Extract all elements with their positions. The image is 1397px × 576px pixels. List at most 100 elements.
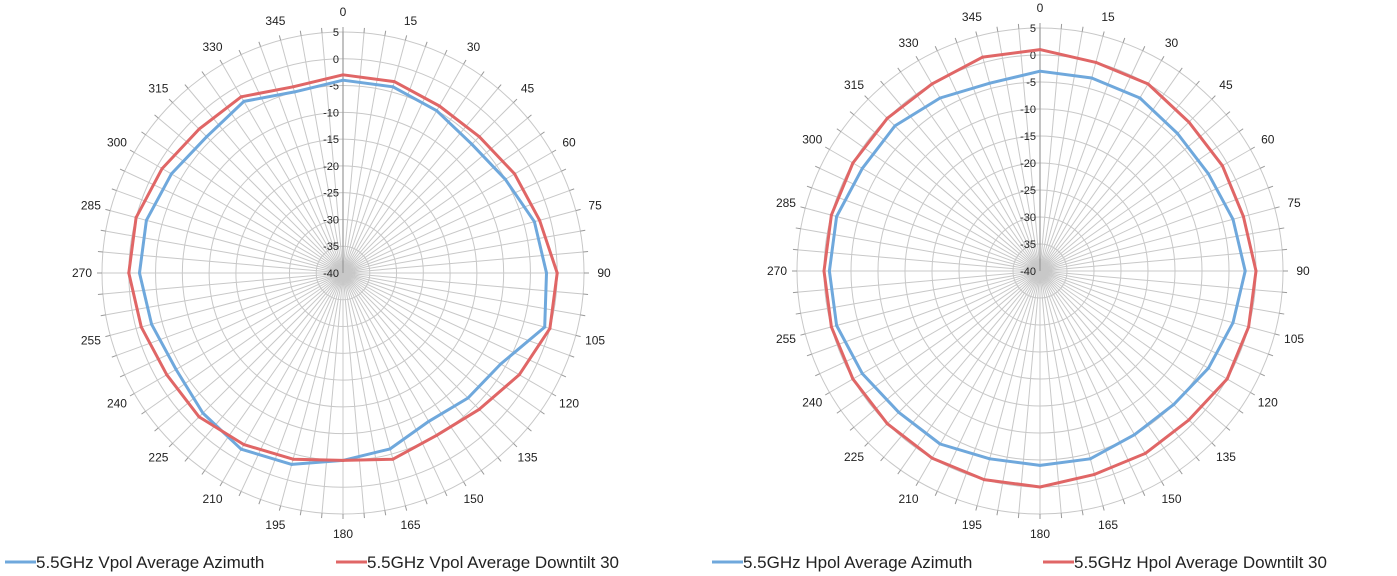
- outer-tick-mark: [1268, 353, 1274, 357]
- outer-tick-mark: [880, 80, 885, 86]
- angle-tick-label: 30: [467, 40, 481, 54]
- outer-tick-mark: [154, 114, 159, 119]
- outer-tick-mark: [1195, 456, 1200, 462]
- angle-tick-label: 345: [962, 10, 982, 24]
- outer-tick-mark: [806, 185, 812, 189]
- outer-tick-mark: [184, 84, 189, 89]
- outer-tick-mark: [1225, 111, 1231, 116]
- data-point: [513, 172, 517, 176]
- grid-spoke: [1039, 187, 1269, 272]
- data-point: [242, 99, 246, 103]
- legend: 5.5GHz Vpol Average Azimuth 5.5GHz Vpol …: [5, 553, 1327, 572]
- outer-tick-mark: [105, 208, 111, 212]
- outer-tick-mark: [1279, 312, 1285, 315]
- grid-spoke: [1039, 270, 1062, 514]
- grid-spoke: [811, 187, 1041, 272]
- outer-tick-mark: [168, 98, 173, 103]
- outer-tick-mark: [1274, 206, 1280, 209]
- angle-tick-label: 75: [1287, 196, 1301, 210]
- outer-tick-mark: [1250, 146, 1256, 150]
- grid-spoke: [240, 54, 344, 274]
- grid-spoke: [867, 98, 1041, 272]
- outer-tick-mark: [384, 510, 387, 516]
- angle-tick-label: 240: [107, 397, 127, 411]
- data-point: [851, 161, 855, 165]
- data-point: [134, 216, 138, 220]
- grid-spoke: [110, 272, 344, 336]
- data-point: [930, 82, 934, 86]
- data-point: [1093, 472, 1097, 476]
- grid-spoke: [172, 272, 344, 444]
- outer-tick-mark: [1178, 67, 1183, 73]
- grid-spoke: [342, 54, 446, 274]
- radial-tick-label: -10: [323, 107, 339, 119]
- outer-tick-mark: [444, 49, 448, 55]
- data-point: [466, 396, 470, 400]
- outer-tick-mark: [111, 354, 117, 358]
- angle-tick-label: 120: [559, 397, 579, 411]
- grid-spoke: [936, 50, 1041, 272]
- outer-tick-mark: [954, 499, 958, 505]
- grid-spoke: [1039, 98, 1213, 272]
- grid-spoke: [936, 270, 1041, 492]
- angle-tick-label: 180: [333, 527, 353, 541]
- grid-spoke: [1039, 270, 1269, 355]
- outer-tick-mark: [800, 206, 806, 209]
- outer-tick-mark: [824, 392, 830, 396]
- outer-tick-mark: [575, 208, 581, 212]
- grid-spoke: [342, 75, 482, 274]
- angle-tick-label: 45: [521, 81, 535, 95]
- data-point: [835, 214, 839, 218]
- data-point: [885, 422, 889, 426]
- grid-spoke: [797, 249, 1041, 272]
- data-point: [1038, 69, 1042, 73]
- data-point: [341, 73, 345, 77]
- angle-tick-label: 315: [148, 81, 168, 95]
- outer-tick-mark: [141, 410, 146, 415]
- outer-tick-mark: [580, 229, 586, 232]
- grid-spoke: [342, 272, 528, 429]
- data-point: [169, 172, 173, 176]
- outer-tick-mark: [154, 427, 159, 432]
- grid-spoke: [819, 270, 1041, 375]
- grid-spoke: [342, 272, 464, 482]
- angle-tick-label: 90: [597, 266, 611, 280]
- data-point: [477, 135, 481, 139]
- grid-spoke: [1018, 28, 1041, 272]
- grid-spoke: [1039, 270, 1275, 335]
- outer-tick-mark: [1211, 95, 1216, 100]
- outer-tick-mark: [111, 188, 117, 192]
- radial-tick-label: -35: [1020, 239, 1036, 251]
- radial-tick-label: -15: [323, 134, 339, 146]
- radial-tick-label: -10: [1020, 104, 1036, 116]
- radial-tick-label: -35: [323, 241, 339, 253]
- outer-tick-mark: [575, 334, 581, 338]
- grid-spoke: [1039, 60, 1162, 272]
- grid-spoke: [110, 210, 344, 274]
- data-point: [290, 462, 294, 466]
- data-point: [174, 367, 178, 371]
- outer-tick-mark: [975, 505, 978, 511]
- grid-spoke: [1039, 270, 1240, 411]
- angle-tick-label: 165: [401, 518, 421, 532]
- data-point: [205, 135, 209, 139]
- outer-tick-mark: [1260, 165, 1265, 169]
- data-point: [435, 433, 439, 437]
- outer-tick-mark: [551, 149, 557, 153]
- grid-spoke: [819, 167, 1041, 272]
- grid-spoke: [124, 170, 344, 274]
- angle-tick-label: 225: [148, 451, 168, 465]
- grid-spoke: [342, 46, 426, 274]
- outer-tick-mark: [815, 165, 820, 169]
- grid-spoke: [811, 270, 1041, 355]
- data-point: [1187, 418, 1191, 422]
- grid-spoke: [1039, 131, 1240, 272]
- data-point: [829, 213, 833, 217]
- radial-tick-label: 0: [333, 54, 339, 66]
- outer-tick-mark: [497, 457, 502, 462]
- data-point: [427, 419, 431, 423]
- angle-tick-label: 270: [767, 264, 787, 278]
- angle-tick-label: 60: [1261, 133, 1275, 147]
- outer-tick-mark: [1122, 499, 1126, 505]
